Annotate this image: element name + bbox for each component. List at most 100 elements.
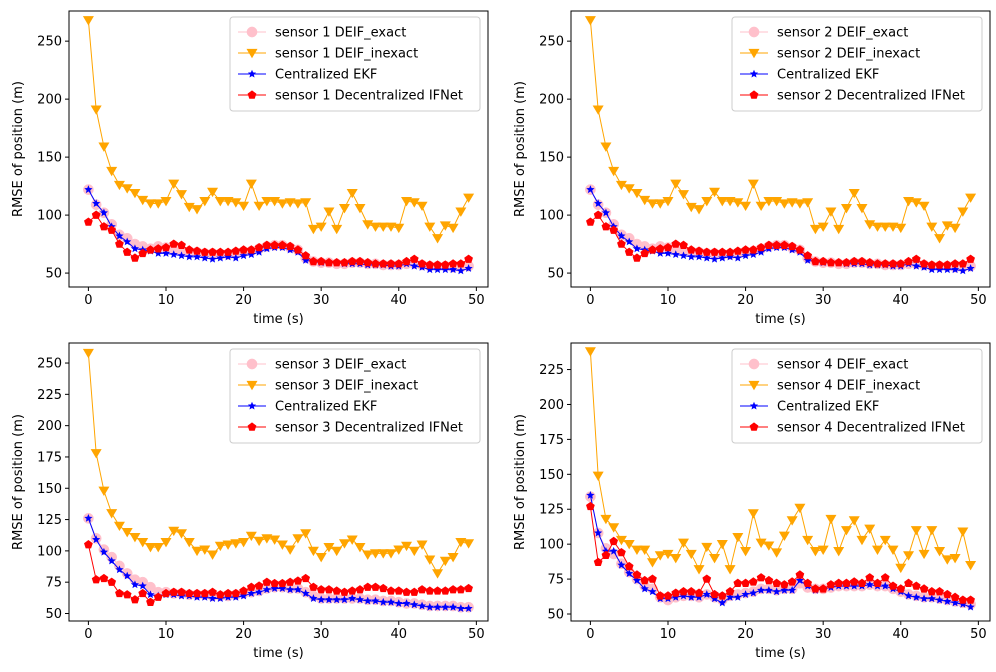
data-point <box>943 597 952 605</box>
data-point <box>340 258 349 267</box>
data-point <box>710 594 719 603</box>
data-point <box>848 516 860 526</box>
data-point <box>456 604 465 612</box>
data-point <box>648 574 657 583</box>
data-point <box>386 586 396 595</box>
data-point <box>286 585 295 594</box>
data-point <box>270 578 279 588</box>
data-point <box>942 589 952 599</box>
legend-item: sensor 4 Decentralized IFNet <box>740 421 965 436</box>
x-axis-label: time (s) <box>253 312 303 327</box>
y-axis-label: RMSE of position (m) <box>513 414 528 550</box>
data-point <box>755 201 767 212</box>
data-point <box>724 197 736 207</box>
subplot-bottom-left: 0 10 20 30 40 50 50 75 100 125 150 175 200 225 250 time… <box>11 342 489 661</box>
x-axis-label: time (s) <box>755 646 805 661</box>
data-point <box>154 249 163 257</box>
data-point <box>662 197 674 207</box>
data-point <box>624 561 634 571</box>
data-point <box>84 514 93 522</box>
data-point <box>200 247 210 256</box>
data-point <box>842 258 851 267</box>
data-point <box>191 205 203 215</box>
x-tick-label: 40 <box>892 627 909 642</box>
data-point <box>935 260 944 269</box>
data-point <box>113 521 125 532</box>
data-point <box>958 266 967 275</box>
legend-marker <box>246 380 258 391</box>
data-point <box>733 253 742 262</box>
data-point <box>625 569 634 577</box>
data-point <box>586 490 595 499</box>
data-point <box>857 256 867 266</box>
x-tick-label: 30 <box>313 627 330 642</box>
data-point <box>778 199 790 209</box>
data-point <box>121 527 133 538</box>
data-point <box>363 596 372 605</box>
data-point <box>441 265 450 274</box>
data-point <box>332 258 342 267</box>
data-point <box>593 557 603 567</box>
data-point <box>301 589 310 597</box>
legend-marker <box>748 48 760 59</box>
data-point <box>724 565 736 575</box>
data-point <box>794 199 806 209</box>
data-point <box>640 584 649 593</box>
data-point <box>425 265 434 274</box>
data-point <box>284 545 296 555</box>
data-point <box>354 542 366 553</box>
data-point <box>694 592 704 601</box>
data-point <box>98 486 110 496</box>
data-point <box>394 586 404 595</box>
data-point <box>631 188 643 199</box>
data-point <box>802 198 814 208</box>
data-point <box>710 254 719 263</box>
data-point <box>456 259 466 268</box>
data-point <box>904 591 913 600</box>
data-point <box>943 265 952 274</box>
data-point <box>654 199 666 209</box>
data-point <box>949 554 961 564</box>
data-point <box>146 597 155 606</box>
data-point <box>176 190 188 200</box>
legend-item: sensor 1 DEIF_exact <box>238 26 406 41</box>
data-point <box>377 549 389 559</box>
x-tick-label: 20 <box>235 627 252 642</box>
data-point <box>270 584 279 592</box>
data-point <box>316 585 326 594</box>
data-point <box>871 222 883 232</box>
data-point <box>873 578 882 587</box>
legend-marker <box>749 69 759 78</box>
data-point <box>231 253 240 262</box>
data-point <box>778 531 790 542</box>
data-point <box>772 578 781 587</box>
data-point <box>386 259 396 268</box>
data-point <box>896 259 906 268</box>
x-tick-label: 40 <box>390 627 407 642</box>
data-point <box>632 576 642 584</box>
data-point <box>278 578 287 588</box>
data-point <box>802 535 814 546</box>
data-point <box>130 244 140 253</box>
data-point <box>285 577 295 586</box>
data-point <box>323 207 335 217</box>
data-point <box>82 348 94 359</box>
data-point <box>440 586 450 595</box>
data-point <box>309 256 318 266</box>
y-tick-label: 200 <box>539 93 564 108</box>
data-point <box>873 259 882 268</box>
data-point <box>840 526 852 536</box>
data-point <box>966 602 975 611</box>
x-tick-label: 0 <box>586 293 594 308</box>
data-point <box>833 224 845 235</box>
y-tick-label: 225 <box>539 363 564 378</box>
data-point <box>355 256 365 266</box>
data-point <box>826 258 836 267</box>
data-point <box>818 256 828 266</box>
data-point <box>270 240 279 249</box>
data-point <box>710 247 719 256</box>
data-point <box>919 594 929 603</box>
data-point <box>309 594 318 602</box>
legend-label: sensor 2 DEIF_inexact <box>777 47 920 62</box>
